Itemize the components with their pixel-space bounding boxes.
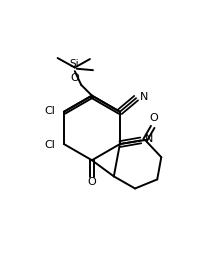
- Text: O: O: [71, 73, 80, 83]
- Text: N: N: [144, 134, 153, 144]
- Text: O: O: [88, 177, 96, 187]
- Text: N: N: [140, 92, 148, 102]
- Text: O: O: [149, 113, 158, 123]
- Text: Cl: Cl: [44, 140, 55, 150]
- Text: Si: Si: [70, 59, 79, 69]
- Text: Cl: Cl: [44, 106, 55, 116]
